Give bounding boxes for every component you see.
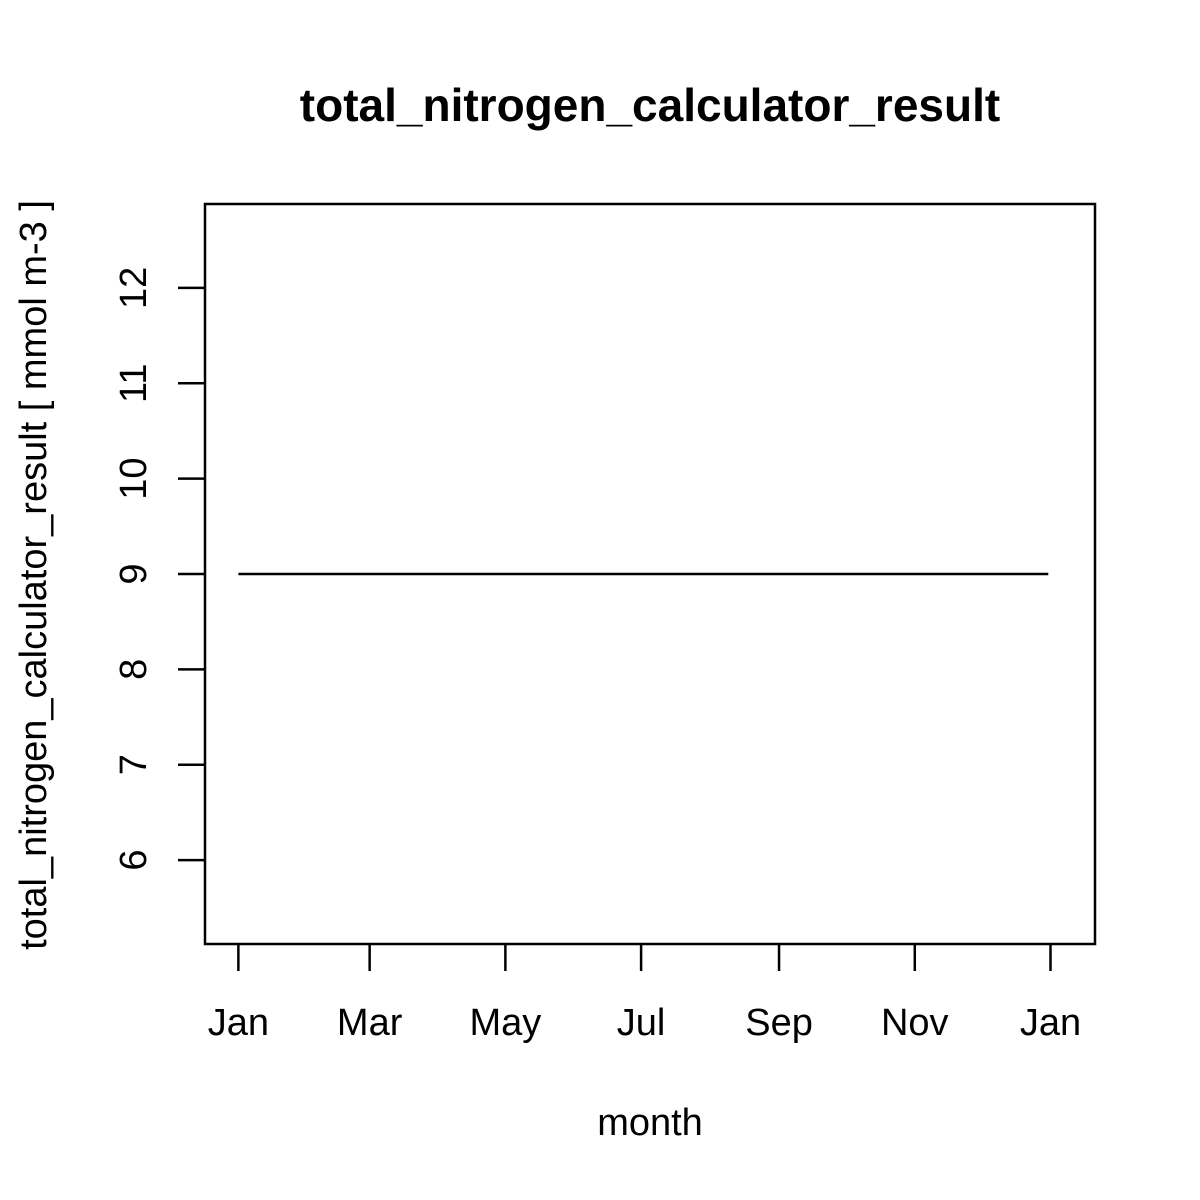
y-axis-label: total_nitrogen_calculator_result [ mmol … xyxy=(13,200,55,950)
y-tick-label: 9 xyxy=(113,563,155,584)
y-tick-label: 11 xyxy=(113,364,155,403)
y-tick-label: 10 xyxy=(113,457,155,499)
x-tick-label: Jan xyxy=(208,1002,269,1044)
x-tick-label: Mar xyxy=(337,1002,403,1044)
x-tick-label: Jul xyxy=(617,1002,666,1044)
x-tick-label: Sep xyxy=(745,1002,813,1044)
y-tick-label: 8 xyxy=(113,659,155,680)
y-tick-label: 6 xyxy=(113,850,155,871)
y-tick-label: 12 xyxy=(113,267,155,309)
x-axis-label: month xyxy=(597,1102,703,1144)
x-tick-label: Jan xyxy=(1020,1002,1081,1044)
chart-title: total_nitrogen_calculator_result xyxy=(300,79,1000,131)
x-tick-label: May xyxy=(469,1002,541,1044)
x-tick-label: Nov xyxy=(881,1002,949,1044)
y-tick-label: 7 xyxy=(113,754,155,775)
y-axis: 6 7 8 9 10 11 12 xyxy=(113,267,205,871)
x-axis: Jan Mar May Jul Sep Nov Jan xyxy=(208,944,1081,1044)
